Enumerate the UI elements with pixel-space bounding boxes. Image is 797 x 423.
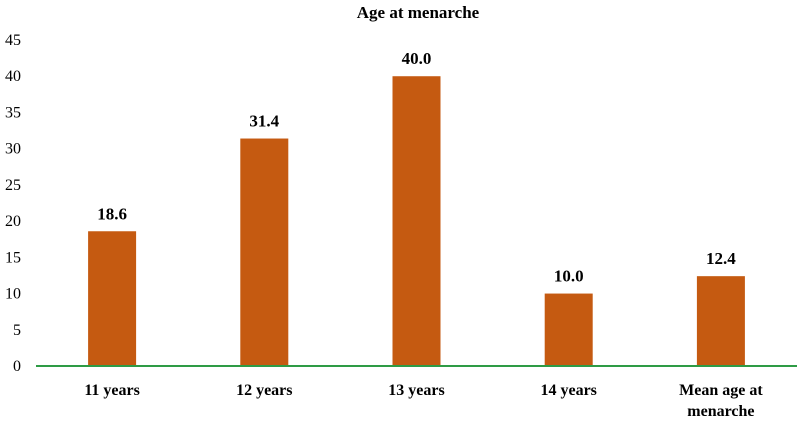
x-axis-categories: 11 years 12 years 13 years 14 years Mean age… xyxy=(84,382,763,420)
data-label: 12.4 xyxy=(706,249,736,268)
y-tick-label: 35 xyxy=(5,104,21,121)
bar xyxy=(696,276,745,366)
y-tick-label: 5 xyxy=(13,322,21,339)
data-labels: 18.6 31.4 40.0 10.0 12.4 xyxy=(97,49,736,285)
y-tick-label: 0 xyxy=(13,358,21,375)
y-tick-label: 30 xyxy=(5,141,21,158)
x-category-label: menarche xyxy=(687,403,754,420)
y-tick-label: 40 xyxy=(5,68,21,85)
data-label: 31.4 xyxy=(249,112,279,131)
data-label: 18.6 xyxy=(97,204,127,223)
chart-title: Age at menarche xyxy=(357,3,480,22)
y-tick-label: 45 xyxy=(5,32,21,49)
y-tick-label: 10 xyxy=(5,286,21,303)
y-tick-label: 15 xyxy=(5,249,21,266)
x-category-label: 14 years xyxy=(540,382,596,399)
bar xyxy=(544,293,593,366)
bar xyxy=(240,138,289,366)
x-category-label: Mean age at xyxy=(679,382,763,399)
y-axis-ticks: 0 5 10 15 20 25 30 35 40 45 xyxy=(5,32,21,375)
bar xyxy=(392,76,441,366)
data-label: 40.0 xyxy=(402,49,432,68)
bar xyxy=(88,231,137,366)
y-tick-label: 25 xyxy=(5,177,21,194)
x-category-label: 11 years xyxy=(84,382,140,399)
data-label: 10.0 xyxy=(554,267,584,286)
x-category-label: 13 years xyxy=(388,382,444,399)
y-tick-label: 20 xyxy=(5,213,21,230)
bars xyxy=(88,76,745,366)
x-category-label: 12 years xyxy=(236,382,292,399)
